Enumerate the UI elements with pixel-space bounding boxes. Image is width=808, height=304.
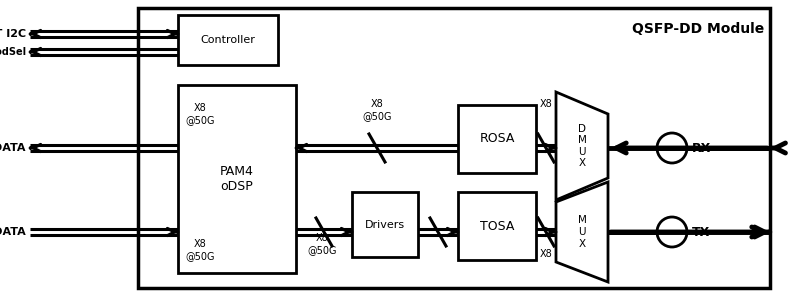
- Polygon shape: [556, 92, 608, 200]
- Polygon shape: [556, 182, 608, 282]
- Text: X8: X8: [540, 249, 553, 259]
- Text: TX DATA: TX DATA: [0, 227, 26, 237]
- Text: Drivers: Drivers: [365, 219, 405, 230]
- Text: X8
@50G: X8 @50G: [362, 99, 392, 121]
- Bar: [352, 192, 418, 257]
- Text: X8: X8: [540, 99, 553, 109]
- Text: X8
@50G: X8 @50G: [185, 103, 215, 125]
- Bar: [138, 8, 770, 288]
- Bar: [178, 85, 296, 273]
- Text: PAM4
oDSP: PAM4 oDSP: [220, 165, 254, 193]
- Bar: [458, 192, 536, 260]
- Text: INTL/LP /RST /ModSel: INTL/LP /RST /ModSel: [0, 47, 26, 57]
- Text: Controller: Controller: [200, 35, 255, 45]
- Text: X8
@50G: X8 @50G: [185, 240, 215, 261]
- Bar: [458, 105, 536, 173]
- Text: X8
@50G: X8 @50G: [307, 233, 337, 255]
- Text: TOSA: TOSA: [480, 219, 514, 233]
- Text: M
U
X: M U X: [578, 216, 587, 249]
- Text: RX DATA: RX DATA: [0, 143, 26, 153]
- Bar: [178, 15, 278, 65]
- Text: ROSA: ROSA: [479, 133, 515, 146]
- Text: QSFP-DD Module: QSFP-DD Module: [632, 22, 764, 36]
- Text: TX: TX: [692, 226, 710, 239]
- Text: HOST I2C: HOST I2C: [0, 29, 26, 39]
- Text: D
M
U
X: D M U X: [578, 124, 587, 168]
- Text: RX: RX: [692, 141, 711, 154]
